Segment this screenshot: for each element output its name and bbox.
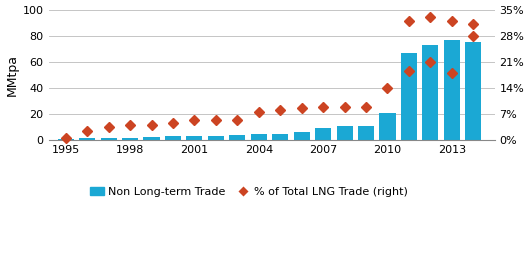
Bar [101,138,117,140]
Bar [337,126,352,140]
Bar [401,100,417,140]
Bar [208,135,224,140]
Bar [358,126,374,140]
Bar [79,138,95,140]
Bar [294,132,310,140]
Bar [422,45,438,140]
Bar [229,135,245,140]
Bar [444,40,460,140]
Bar [315,128,331,140]
Bar [379,113,395,140]
Bar [58,139,74,140]
Bar [465,42,481,140]
Bar [187,136,202,140]
Bar [122,138,138,140]
Bar [465,79,481,140]
Legend: Non Long-term Trade, % of Total LNG Trade (right): Non Long-term Trade, % of Total LNG Trad… [86,182,413,201]
Bar [165,136,181,140]
Bar [144,137,160,140]
Bar [251,134,267,140]
Bar [422,95,438,140]
Bar [272,134,288,140]
Bar [444,97,460,140]
Y-axis label: MMtpa: MMtpa [5,54,19,96]
Bar [401,53,417,140]
